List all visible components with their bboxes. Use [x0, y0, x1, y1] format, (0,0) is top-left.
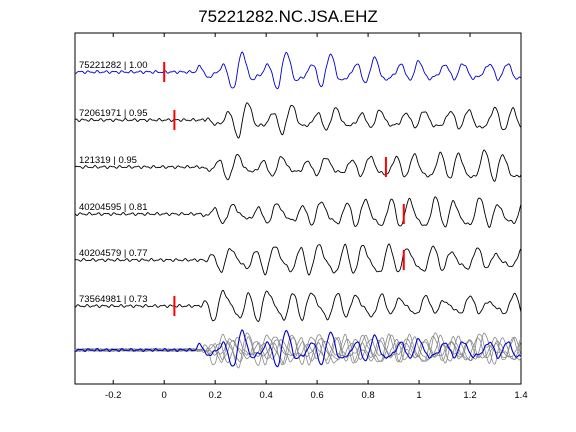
stack-overlay [74, 329, 522, 369]
x-axis: -0.2 0 0.2 0.4 0.6 0.8 1 1.2 1.4 [105, 33, 528, 401]
stack-reference-trace [74, 329, 522, 368]
trace-label-2: 121319 | 0.95 [79, 155, 137, 166]
trace-3 [74, 196, 522, 229]
x-tick-label-4: 0.6 [311, 390, 324, 401]
x-tick-label-7: 1.2 [463, 390, 476, 401]
x-tick-label-2: 0.2 [209, 390, 222, 401]
x-tick-label-6: 1 [416, 390, 421, 401]
x-tick-label-5: 0.8 [361, 390, 374, 401]
trace-5 [74, 289, 522, 322]
trace-label-5: 73564981 | 0.73 [79, 294, 148, 305]
x-tick-label-1: 0 [162, 390, 167, 401]
x-tick-label-0: -0.2 [105, 390, 121, 401]
trace-label-4: 40204579 | 0.77 [79, 248, 148, 259]
plot-frame [74, 32, 522, 385]
trace-0 [74, 51, 522, 90]
chart-title: 75221282.NC.JSA.EHZ [198, 7, 378, 26]
trace-group: 75221282 | 1.00 72061971 | 0.95 121319 | 0… [74, 51, 522, 322]
trace-1 [74, 102, 522, 139]
stack-trace-5 [74, 333, 522, 366]
trace-label-3: 40204595 | 0.81 [79, 202, 148, 213]
x-tick-label-3: 0.4 [260, 390, 273, 401]
trace-2 [74, 149, 522, 182]
trace-4 [74, 243, 522, 276]
x-tick-label-8: 1.4 [514, 390, 527, 401]
trace-label-0: 75221282 | 1.00 [79, 60, 148, 71]
trace-label-1: 72061971 | 0.95 [79, 108, 148, 119]
